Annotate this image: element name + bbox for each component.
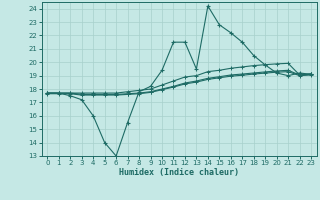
X-axis label: Humidex (Indice chaleur): Humidex (Indice chaleur) (119, 168, 239, 177)
